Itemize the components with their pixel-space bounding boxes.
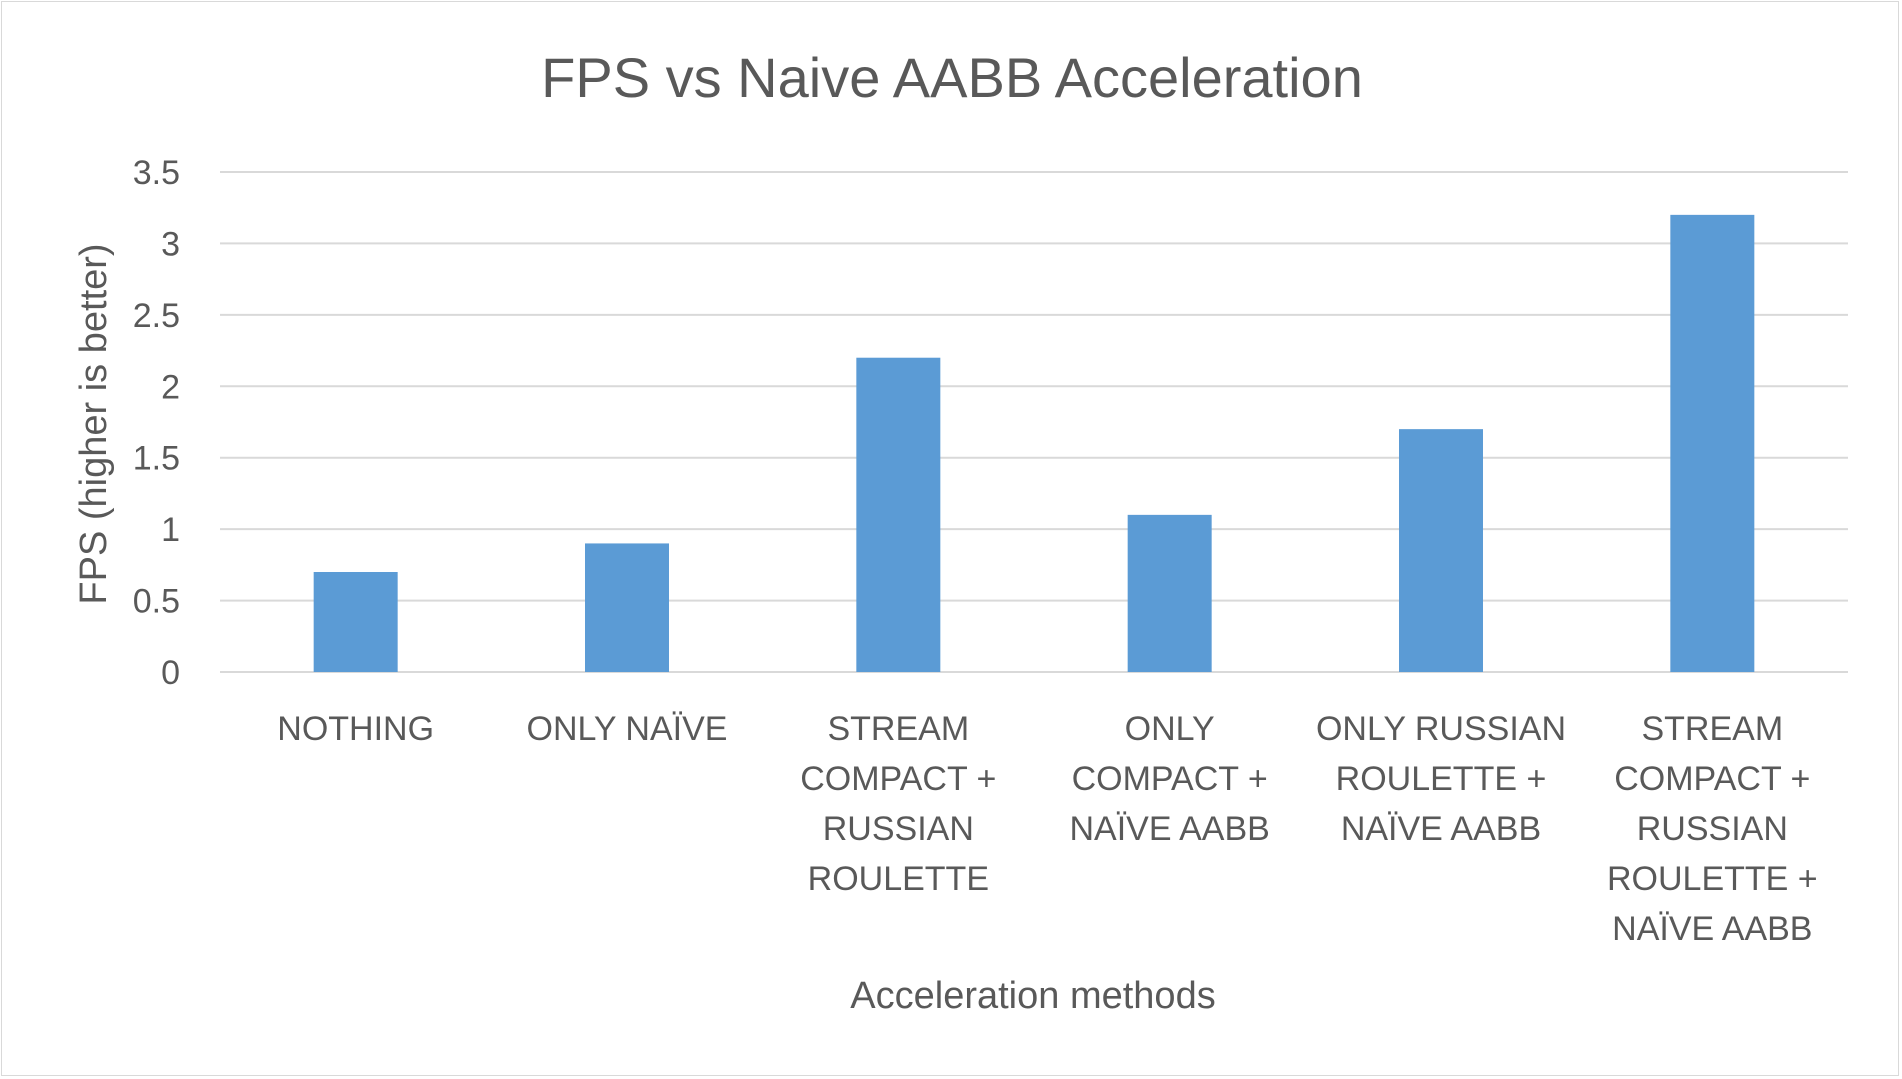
y-axis-label: FPS (higher is better) [73, 243, 115, 604]
x-category-label: ONLY COMPACT + NAÏVE AABB [1070, 710, 1270, 848]
x-axis-label: Acceleration methods [850, 975, 1215, 1017]
x-category-label: NOTHING [277, 710, 434, 748]
y-tick-label: 3 [161, 225, 180, 263]
y-tick-label: 2.5 [133, 297, 180, 335]
chart-title: FPS vs Naive AABB Acceleration [541, 46, 1363, 109]
bar [1127, 514, 1212, 672]
y-tick-label: 0.5 [133, 583, 180, 621]
x-category-label: STREAM COMPACT + RUSSIAN ROULETTE + NAÏVE AA… [1607, 710, 1818, 948]
y-axis-ticks: 0 0.5 1 1.5 2 2.5 3 3.5 [133, 154, 180, 692]
bar [1670, 214, 1755, 672]
x-category-label: ONLY NAÏVE [527, 710, 728, 748]
bar [856, 357, 941, 672]
y-tick-label: 0 [161, 654, 180, 692]
bar [313, 572, 398, 672]
bars [313, 214, 1755, 672]
y-tick-label: 1.5 [133, 440, 180, 478]
bar [1399, 429, 1483, 672]
gridlines [220, 171, 1848, 673]
y-tick-label: 2 [161, 368, 180, 406]
y-tick-label: 1 [161, 511, 180, 549]
bar [585, 543, 669, 672]
x-category-label: ONLY RUSSIAN ROULETTE + NAÏVE AABB [1316, 710, 1566, 848]
y-tick-label: 3.5 [133, 154, 180, 192]
x-axis-categories: NOTHING ONLY NAÏVE STREAM COMPACT + RUSSIAN R… [277, 710, 1817, 948]
x-category-label: STREAM COMPACT + RUSSIAN ROULETTE [800, 710, 996, 898]
